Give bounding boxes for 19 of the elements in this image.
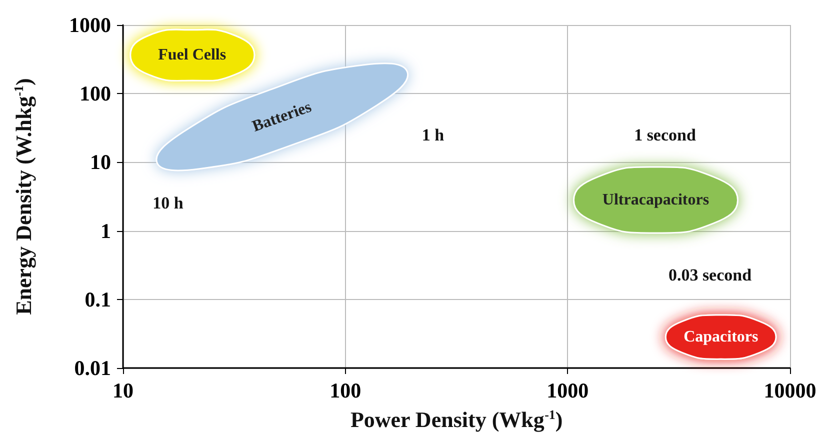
series-label: Batteries — [250, 98, 314, 136]
y-tick-label: 100 — [80, 82, 111, 106]
y-tick-label: 0.01 — [74, 356, 111, 380]
x-tick-label: 10000 — [764, 378, 816, 402]
y-tick-label: 10 — [90, 150, 111, 174]
series-label: Fuel Cells — [158, 46, 226, 64]
annotation: 1 second — [634, 126, 696, 144]
x-tick-label: 100 — [330, 378, 362, 402]
x-tick-label: 10 — [112, 378, 134, 402]
annotation: 10 h — [152, 194, 184, 212]
y-tick-label: 1000 — [69, 13, 111, 37]
annotation: 1 h — [422, 126, 445, 144]
x-tick-label: 1000 — [546, 378, 589, 402]
y-axis-title: Energy Density (W.hkg-1) — [11, 78, 36, 315]
series-label: Capacitors — [684, 328, 758, 346]
series-label: Ultracapacitors — [602, 192, 710, 209]
annotation: 0.03 second — [668, 266, 752, 284]
y-tick-label: 0.1 — [84, 287, 111, 312]
y-tick-label: 1 — [100, 218, 111, 243]
